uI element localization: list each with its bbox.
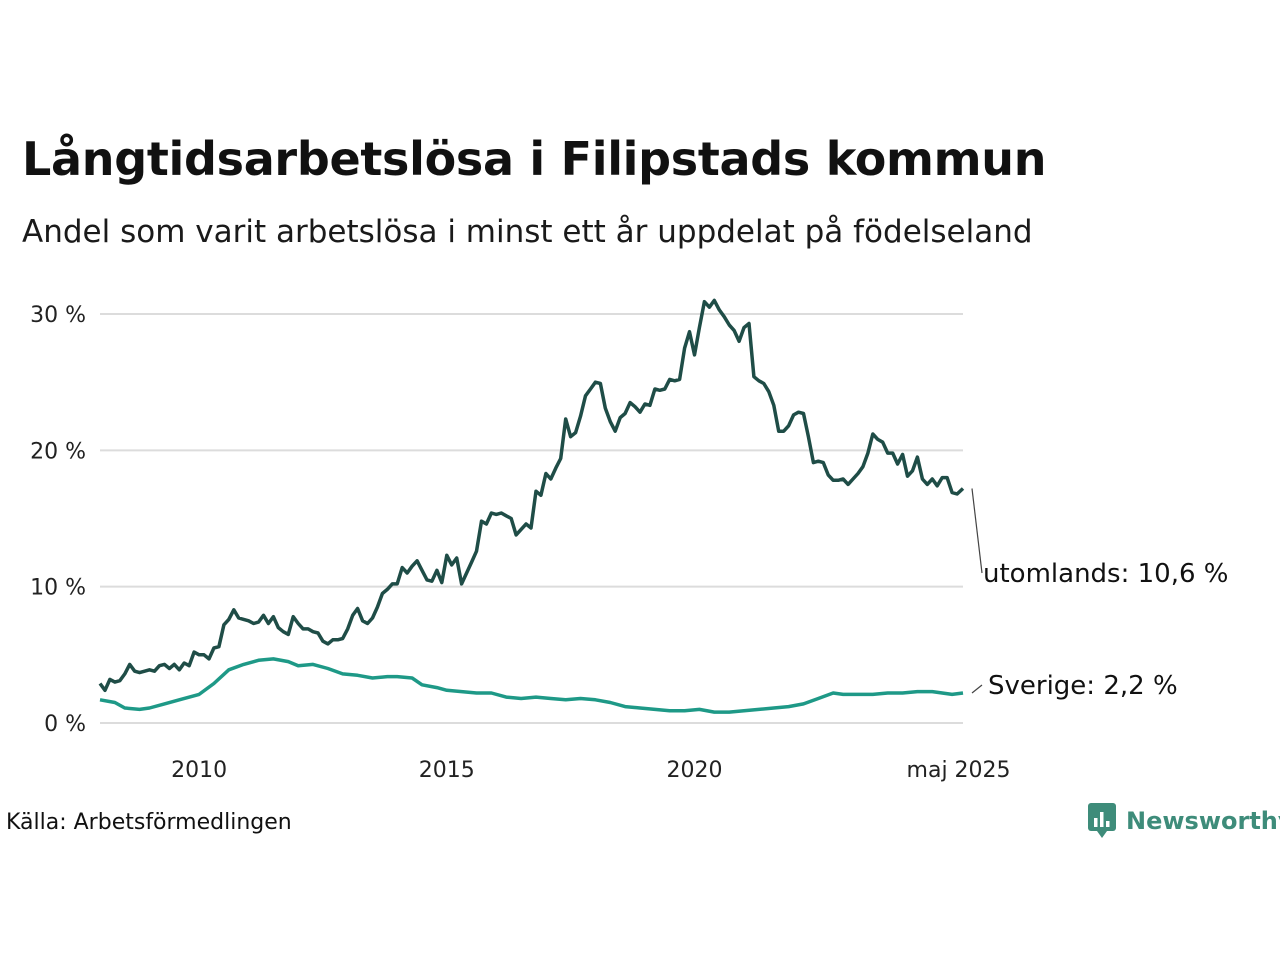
y-tick-label: 10 % (30, 576, 86, 601)
grid-lines (100, 313, 963, 724)
x-tick-label: 2010 (171, 758, 227, 783)
y-tick-label: 30 % (30, 303, 86, 328)
end-label-sverige: Sverige: 2,2 % (988, 671, 1178, 701)
chart-subtitle: Andel som varit arbetslösa i minst ett å… (22, 214, 1033, 250)
source-note: Källa: Arbetsförmedlingen (6, 810, 292, 835)
x-tick-label: 2015 (419, 758, 475, 783)
chart-title: Långtidsarbetslösa i Filipstads kommun (22, 132, 1047, 186)
x-tick-label: 2020 (666, 758, 722, 783)
x-tick-label: maj 2025 (907, 758, 1011, 783)
label-connector (971, 488, 983, 574)
brand-name: Newsworthy (1126, 807, 1280, 835)
end-label-utomlands: utomlands: 10,6 % (983, 559, 1228, 589)
y-tick-label: 20 % (30, 439, 86, 464)
y-tick-label: 0 % (44, 712, 86, 737)
x-axis-ticks: 2010 2015 2020 maj 2025 (171, 758, 1010, 783)
bar-chart-speech-bubble-icon (1088, 803, 1116, 838)
series-end-labels: utomlands: 10,6 % Sverige: 2,2 % (971, 488, 1228, 701)
series-lines (98, 298, 965, 714)
label-connector (971, 684, 983, 694)
y-axis-ticks: 0 % 10 % 20 % 30 % (30, 303, 86, 737)
brand-logo: Newsworthy (1088, 803, 1280, 839)
series-line-utomlands (98, 298, 965, 693)
series-line-sverige (99, 657, 964, 714)
